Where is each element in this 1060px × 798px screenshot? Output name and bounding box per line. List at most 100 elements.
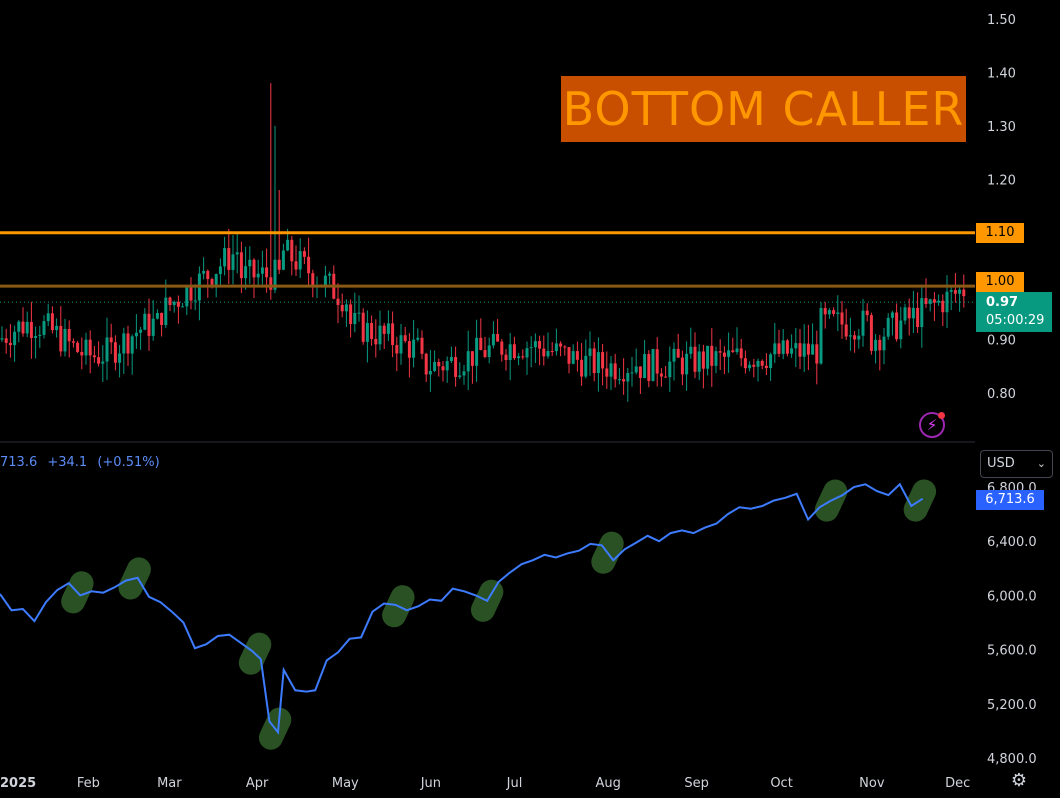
candle-body xyxy=(962,289,966,297)
candle-body xyxy=(458,375,462,377)
candle-body xyxy=(424,353,428,375)
candle-body xyxy=(869,315,873,351)
candle-body xyxy=(836,312,840,314)
candle-body xyxy=(256,273,260,278)
candle-body xyxy=(17,321,21,332)
candle-body xyxy=(235,252,239,255)
candle-body xyxy=(731,350,735,353)
candle-body xyxy=(571,351,575,364)
candle-body xyxy=(420,337,424,354)
candle-body xyxy=(727,350,731,357)
currency-label: USD xyxy=(987,456,1015,471)
x-tick: 2025 xyxy=(0,776,36,791)
candle-body xyxy=(538,341,542,349)
price-axis-bottom: 6,800.06,400.06,000.05,600.05,200.04,800… xyxy=(987,481,1037,767)
candle-body xyxy=(622,379,626,382)
candle-body xyxy=(798,343,802,357)
candle-body xyxy=(575,351,579,360)
candle-body xyxy=(496,334,500,342)
candle-body xyxy=(4,338,8,343)
candle-body xyxy=(260,267,264,274)
candle-body xyxy=(76,342,80,352)
candle-body xyxy=(676,348,680,358)
level-badge-low: 1.00 xyxy=(976,272,1024,292)
candle-body xyxy=(248,259,252,267)
candle-body xyxy=(168,297,172,306)
candle-body xyxy=(134,332,138,337)
candle-body xyxy=(743,358,747,369)
currency-select[interactable]: USD ⌄ xyxy=(980,450,1053,478)
candle-body xyxy=(823,308,827,315)
candle-body xyxy=(672,348,676,362)
candle-body xyxy=(147,313,151,336)
candle-body xyxy=(164,297,168,325)
candle-body xyxy=(80,351,84,356)
candle-body xyxy=(643,354,647,378)
candle-body xyxy=(601,352,605,369)
x-tick: Jun xyxy=(420,776,441,791)
candle-body xyxy=(181,306,185,308)
candle-body xyxy=(185,287,189,307)
candle-body xyxy=(210,279,214,285)
candle-body xyxy=(832,310,836,314)
candle-body xyxy=(151,318,155,336)
candle-body xyxy=(445,361,449,371)
candle-body xyxy=(664,376,668,378)
candle-body xyxy=(470,351,474,366)
candle-body xyxy=(874,339,878,351)
candle-body xyxy=(353,312,357,325)
legend-change: +34.1 xyxy=(47,455,88,470)
candle-body xyxy=(895,312,899,340)
y-tick-top: 0.90 xyxy=(987,334,1016,349)
candle-body xyxy=(890,312,894,318)
candle-body xyxy=(655,349,659,374)
candle-body xyxy=(357,312,361,314)
candle-body xyxy=(206,270,210,280)
candle-body xyxy=(651,349,655,381)
candle-body xyxy=(949,290,953,292)
candle-body xyxy=(487,345,491,357)
candle-body xyxy=(882,336,886,351)
y-tick-bottom: 6,400.0 xyxy=(987,535,1037,550)
candle-body xyxy=(945,291,949,313)
candle-body xyxy=(38,334,42,337)
candle-body xyxy=(819,308,823,364)
candle-body xyxy=(596,352,600,374)
candle-body xyxy=(853,335,857,340)
candle-body xyxy=(865,310,869,316)
candle-body xyxy=(958,289,962,294)
y-tick-bottom: 5,200.0 xyxy=(987,698,1037,713)
candle-body xyxy=(294,261,298,270)
candle-body xyxy=(143,313,147,330)
candle-body xyxy=(680,357,684,375)
candle-body xyxy=(416,337,420,340)
candle-body xyxy=(899,320,903,340)
candle-body xyxy=(34,336,38,338)
y-tick-top: 0.80 xyxy=(987,387,1016,402)
lightning-icon[interactable]: ⚡ xyxy=(919,412,945,438)
bottom-markers xyxy=(61,479,937,750)
candle-body xyxy=(281,250,285,270)
last-price-badge: 0.97 05:00:29 xyxy=(976,292,1052,332)
candle-body xyxy=(769,354,773,369)
x-tick: Mar xyxy=(157,776,182,791)
index-line[interactable] xyxy=(0,482,924,735)
candle-body xyxy=(668,361,672,378)
x-tick: Oct xyxy=(770,776,792,791)
candle-body xyxy=(647,354,651,381)
y-tick-bottom: 5,600.0 xyxy=(987,644,1037,659)
candle-body xyxy=(848,335,852,337)
candle-body xyxy=(554,343,558,352)
candle-body xyxy=(273,259,277,290)
candle-body xyxy=(286,239,290,251)
gear-icon[interactable]: ⚙ xyxy=(1010,770,1028,791)
candle-body xyxy=(8,342,12,346)
alert-dot xyxy=(938,412,945,419)
candle-body xyxy=(126,333,130,354)
candle-body xyxy=(533,341,537,348)
candle-body xyxy=(521,356,525,358)
candle-body xyxy=(42,321,46,335)
candle-body xyxy=(529,347,533,349)
candle-body xyxy=(916,307,920,328)
candle-body xyxy=(802,343,806,357)
